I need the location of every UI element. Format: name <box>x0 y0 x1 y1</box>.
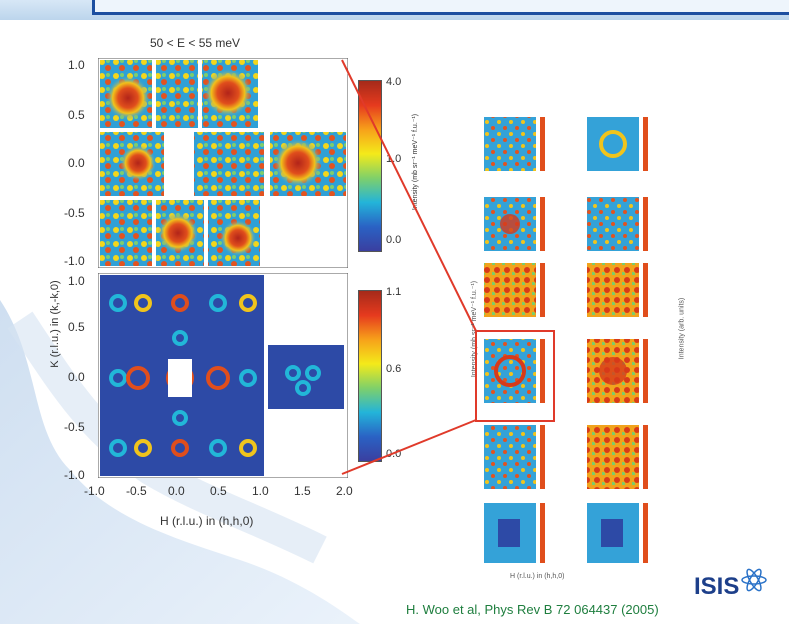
colorbar-top <box>358 80 382 252</box>
highlight-box <box>475 330 555 422</box>
y-tick-top: -1.0 <box>64 254 85 268</box>
isis-logo-text: ISIS <box>694 573 739 600</box>
colorbar-bottom-mid: 0.6 <box>386 363 402 375</box>
header-bar <box>0 0 789 20</box>
small-panels-svg <box>484 117 648 563</box>
y-tick-bottom: 0.5 <box>68 320 85 334</box>
small-grid-right-label: Intensity (arb. units) <box>678 297 686 360</box>
isis-logo: ISIS <box>694 568 767 600</box>
y-tick-top: 1.0 <box>68 58 85 72</box>
x-tick: -0.5 <box>126 484 147 498</box>
colorbar-bottom <box>358 290 382 462</box>
small-grid-bottom-label: H (r.l.u.) in (h,h,0) <box>510 573 565 580</box>
y-tick-bottom: 0.0 <box>68 370 85 384</box>
colorbar-top-min: 0.0 <box>386 234 402 246</box>
small-panels-grid: H (r.l.u.) in (h,h,0) Intensity (mb sr⁻¹… <box>471 95 686 585</box>
heatmap-bottom <box>98 273 348 478</box>
neutron-scattering-figure: 50 < E < 55 meV <box>40 28 470 548</box>
y-tick-top: 0.5 <box>68 108 85 122</box>
heatmap-top <box>98 58 348 268</box>
y-tick-top: 0.0 <box>68 156 85 170</box>
y-tick-bottom: -0.5 <box>64 420 85 434</box>
header-frame <box>92 0 789 15</box>
x-tick: 1.0 <box>252 484 269 498</box>
x-tick: 2.0 <box>336 484 353 498</box>
y-tick-bottom: -1.0 <box>64 468 85 482</box>
colorbar-bottom-max: 1.1 <box>386 286 402 298</box>
y-tick-bottom: 1.0 <box>68 274 85 288</box>
x-tick: 1.5 <box>294 484 311 498</box>
x-tick: 0.0 <box>168 484 185 498</box>
colorbar-top-max: 4.0 <box>386 76 402 88</box>
x-axis-label: H (r.l.u.) in (h,h,0) <box>160 514 254 528</box>
x-tick: -1.0 <box>84 484 105 498</box>
figure-title: 50 < E < 55 meV <box>150 36 241 50</box>
x-tick: 0.5 <box>210 484 227 498</box>
y-tick-top: -0.5 <box>64 206 85 220</box>
citation-text: H. Woo et al, Phys Rev B 72 064437 (2005… <box>406 602 659 617</box>
